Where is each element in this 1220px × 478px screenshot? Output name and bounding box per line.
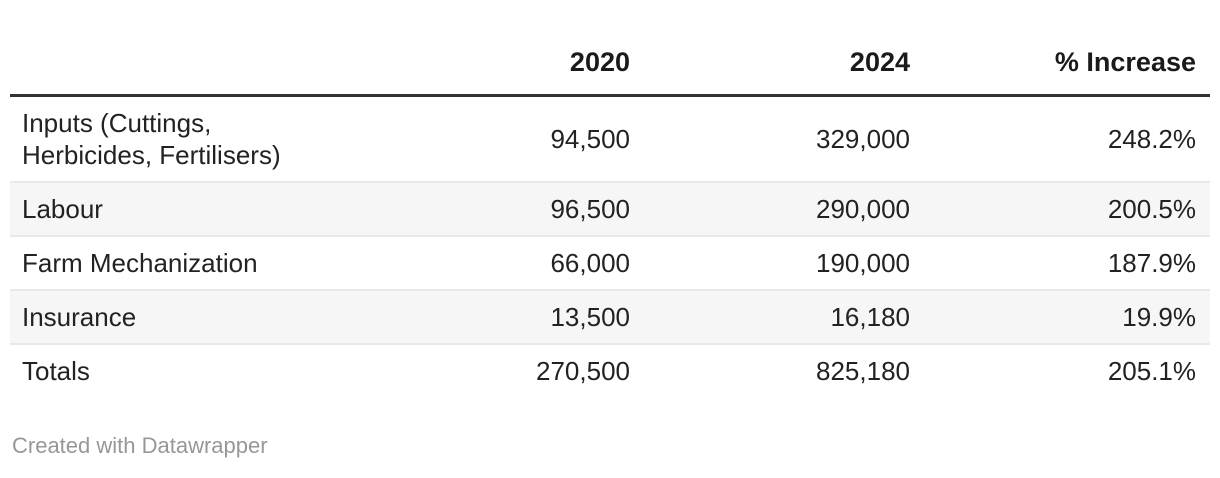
column-header-percent-increase: % Increase — [924, 30, 1210, 97]
table-row: Labour 96,500 290,000 200.5% — [10, 182, 1210, 237]
row-value: 94,500 — [360, 95, 644, 183]
table-row: Farm Mechanization 66,000 190,000 187.9% — [10, 236, 1210, 291]
row-value: 200.5% — [924, 182, 1210, 237]
column-header-2024: 2024 — [644, 30, 924, 97]
table-header: 2020 2024 % Increase — [10, 30, 1210, 97]
row-value: 187.9% — [924, 236, 1210, 291]
row-value: 248.2% — [924, 95, 1210, 183]
row-label: Totals — [22, 356, 90, 386]
table-row: Inputs (Cuttings, Herbicides, Fertiliser… — [10, 95, 1210, 183]
row-value: 329,000 — [644, 95, 924, 183]
column-header-2020: 2020 — [360, 30, 644, 97]
row-value: 825,180 — [816, 356, 910, 386]
row-value: 16,180 — [644, 290, 924, 345]
row-value: 96,500 — [360, 182, 644, 237]
row-label: Farm Mechanization — [10, 236, 360, 291]
row-value: 13,500 — [360, 290, 644, 345]
row-value: 270,500 — [536, 356, 630, 386]
data-table: 2020 2024 % Increase Inputs (Cuttings, H… — [10, 30, 1210, 397]
attribution-text: Created with Datawrapper — [12, 433, 268, 458]
row-value: 290,000 — [644, 182, 924, 237]
row-label: Insurance — [10, 290, 360, 345]
table-row: Totals 270,500 825,180 205.1% — [10, 344, 1210, 397]
row-value: 205.1% — [1107, 356, 1196, 386]
table-body: Inputs (Cuttings, Herbicides, Fertiliser… — [10, 95, 1210, 398]
row-value: 19.9% — [924, 290, 1210, 345]
column-header-label — [10, 30, 360, 97]
row-label: Labour — [10, 182, 360, 237]
row-value: 66,000 — [360, 236, 644, 291]
table-row: Insurance 13,500 16,180 19.9% — [10, 290, 1210, 345]
table-header-row: 2020 2024 % Increase — [10, 30, 1210, 97]
row-value: 190,000 — [644, 236, 924, 291]
row-label: Inputs (Cuttings, Herbicides, Fertiliser… — [10, 95, 360, 183]
